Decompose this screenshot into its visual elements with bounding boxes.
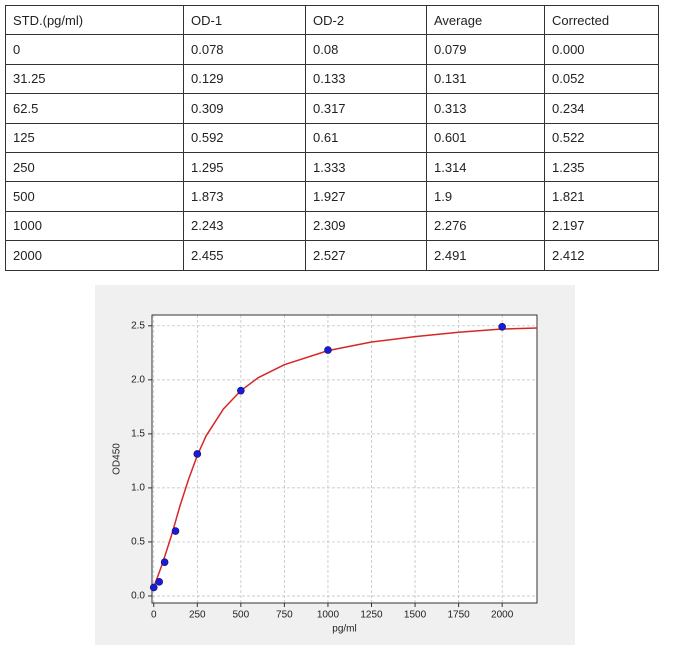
table-cell: 2.491 [426,240,545,271]
table-cell: 0.592 [183,122,306,153]
chart: 0 250 500 750 1000 1250 1500 1750 2000 0.0 0.5 1.0 1… [112,314,538,635]
data-point [324,346,332,354]
y-tick-label: 1.0 [131,483,145,494]
plot-frame [151,314,538,604]
table-cell: 2.243 [183,210,306,242]
data-point [155,578,163,586]
table-cell: 1.235 [544,151,659,183]
table-cell: 0.078 [183,34,306,65]
data-point [160,558,169,566]
table-cell: Average [426,4,545,36]
y-tick-label: 0.5 [131,537,145,548]
table-row: 500 1.873 1.927 1.9 1.821 [5,181,659,212]
data-table: STD.(pg/ml) OD-1 OD-2 Average Corrected 0 0.07… [5,4,659,271]
table-cell: Corrected [544,4,659,36]
chart-panel: 0 250 500 750 1000 1250 1500 1750 2000 0.0 0.5 1.0 1… [95,285,575,645]
table-cell: 250 [5,151,184,183]
table-cell: 2.527 [305,240,427,271]
table-cell: 1.927 [305,181,427,212]
data-point [171,527,180,535]
table-cell: 500 [5,181,184,212]
x-tick-label: 1500 [404,610,427,621]
table-cell: 0.234 [544,93,659,124]
table-cell: 31.25 [5,63,184,95]
data-point [149,583,158,592]
data-point [237,386,245,395]
x-tick-label: 1250 [360,610,383,621]
x-tick-label: 0 [151,610,157,621]
table-row: 125 0.592 0.61 0.601 0.522 [5,122,659,153]
x-tick-label: 1750 [447,610,470,621]
table-cell: 125 [5,122,184,153]
table-cell: OD-1 [183,4,306,36]
table-cell: 0 [5,34,184,65]
table-row: 62.5 0.309 0.317 0.313 0.234 [5,93,659,124]
x-tick-label: 750 [276,610,293,621]
table-cell: 1.314 [426,151,545,183]
header-row: STD.(pg/ml) OD-1 OD-2 Average Corrected [5,4,659,36]
table-cell: 2.412 [544,240,659,271]
table-cell: 0.317 [305,93,427,124]
table-cell: 0.313 [426,93,545,124]
table-row: 0 0.078 0.08 0.079 0.000 [5,34,659,65]
table-cell: 0.133 [305,63,427,95]
table-cell: 0.131 [426,63,545,95]
y-tick-label: 0.0 [131,591,145,602]
y-tick-label: 2.5 [131,320,145,331]
table-cell: 2.455 [183,240,306,271]
table-cell: 1.9 [426,181,545,212]
y-tick-label: 2.0 [131,374,145,385]
table-cell: 0.129 [183,63,306,95]
table-cell: 1.333 [305,151,427,183]
data-point [193,450,202,458]
y-axis-label: OD450 [112,443,123,475]
y-tick-label: 1.5 [131,429,145,440]
table-cell: 2.309 [305,210,427,242]
table-cell: 0.052 [544,63,659,95]
table-row: 1000 2.243 2.309 2.276 2.197 [5,210,659,242]
table-cell: 2000 [5,240,184,271]
table-cell: OD-2 [305,4,427,36]
table-row: 2000 2.455 2.527 2.491 2.412 [5,240,659,271]
x-tick-label: 2000 [491,610,514,621]
x-tick-label: 500 [233,610,250,621]
table-cell: 2.276 [426,210,545,242]
table-cell: 2.197 [544,210,659,242]
table-row: 31.25 0.129 0.133 0.131 0.052 [5,63,659,95]
table-cell: 0.000 [544,34,659,65]
data-point [498,322,506,331]
x-tick-label: 1000 [317,610,340,621]
table-cell: 0.61 [305,122,427,153]
plot-area [152,315,537,603]
table-cell: 1.295 [183,151,306,183]
table-cell: 1000 [5,210,184,242]
table-cell: 0.601 [426,122,545,153]
table-cell: 0.522 [544,122,659,153]
x-tick-label: 250 [189,610,206,621]
table-cell: 62.5 [5,93,184,124]
table-cell: STD.(pg/ml) [5,4,184,36]
table-cell: 0.08 [305,34,427,65]
table-cell: 0.309 [183,93,306,124]
table-cell: 1.873 [183,181,306,212]
x-axis-label: pg/ml [332,624,356,635]
table-cell: 1.821 [544,181,659,212]
table-row: 250 1.295 1.333 1.314 1.235 [5,151,659,183]
table-cell: 0.079 [426,34,545,65]
